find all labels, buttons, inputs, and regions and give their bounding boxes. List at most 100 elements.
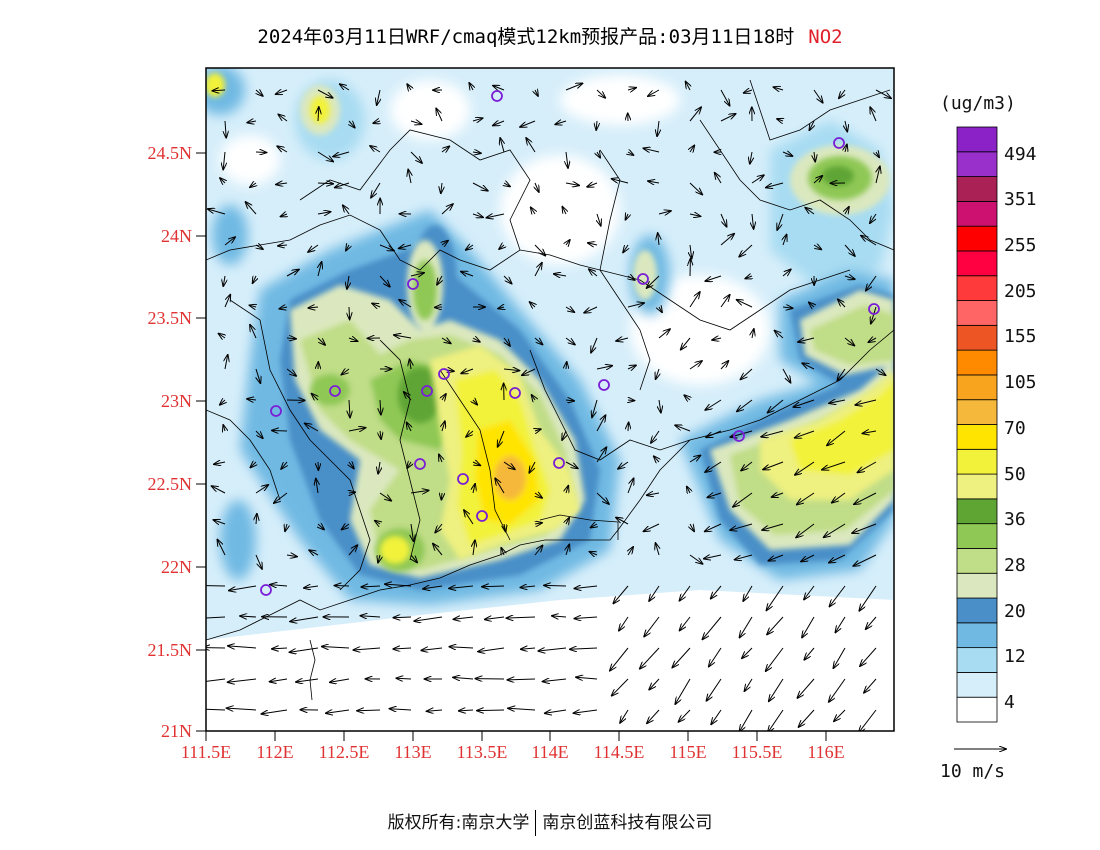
wind-arrow — [247, 121, 257, 123]
wind-arrow — [214, 520, 226, 524]
wind-arrow — [246, 202, 257, 215]
wind-arrow — [706, 430, 722, 437]
wind-arrow — [439, 455, 442, 463]
wind-arrow — [535, 493, 542, 498]
wind-arrow — [342, 369, 350, 375]
wind-arrow — [833, 647, 846, 668]
lat-label: 24N — [161, 226, 192, 246]
colorbar-swatch — [956, 672, 998, 698]
wind-arrow — [380, 399, 381, 415]
wind-arrow — [689, 107, 701, 122]
wind-arrow — [868, 338, 877, 342]
wind-arrow — [741, 461, 753, 471]
wind-arrow — [616, 338, 629, 341]
wind-arrow — [270, 679, 288, 682]
colorbar-swatch — [956, 300, 998, 326]
wind-arrow — [436, 109, 443, 122]
wind-arrow — [435, 523, 443, 533]
wind-arrow — [286, 368, 296, 376]
wind-arrow — [312, 394, 318, 400]
wind-arrow — [473, 338, 480, 342]
wind-arrow — [861, 236, 877, 246]
city-marker — [414, 458, 426, 470]
wind-arrow — [228, 679, 257, 682]
wind-arrow — [520, 120, 536, 127]
wind-arrow — [649, 678, 660, 690]
wind-arrow — [801, 554, 815, 562]
wind-arrow — [591, 524, 597, 528]
wind-arrow — [330, 679, 350, 682]
wind-arrow — [709, 647, 722, 667]
wind-arrow — [316, 479, 318, 494]
colorbar-label: 36 — [1004, 509, 1026, 530]
wind-arrow — [689, 554, 703, 564]
lon-label: 114.5E — [594, 742, 645, 762]
wind-arrow — [689, 182, 702, 195]
wind-arrow — [534, 244, 545, 256]
wind-arrow — [250, 183, 256, 187]
wind-arrow — [371, 182, 381, 198]
wind-arrow — [616, 518, 629, 525]
wind-arrow — [824, 523, 846, 537]
wind-arrow — [768, 399, 784, 413]
wind-arrow — [532, 395, 535, 400]
wind-arrow — [782, 307, 793, 308]
wind-arrow — [647, 493, 660, 495]
coastline-borders — [206, 79, 894, 701]
wind-arrow — [410, 121, 422, 124]
wind-arrow — [626, 214, 629, 220]
wind-arrow — [739, 244, 753, 257]
wind-arrow — [396, 678, 412, 679]
wind-arrow — [534, 263, 542, 277]
wind-arrow — [220, 178, 225, 183]
colorbar-label: 4 — [1004, 692, 1015, 713]
wind-arrow — [427, 710, 443, 711]
wind-arrow — [535, 90, 538, 96]
wind-arrow — [346, 245, 349, 251]
wind-arrow — [565, 83, 582, 91]
lat-label: 23.5N — [148, 308, 193, 328]
wind-arrow — [220, 400, 225, 405]
wind-arrow — [498, 430, 505, 447]
wind-arrow — [543, 679, 567, 682]
wind-arrow — [410, 273, 424, 276]
wind-arrow — [777, 213, 784, 230]
wind-arrow — [504, 183, 510, 186]
wind-arrow — [256, 245, 263, 249]
wind-arrow — [228, 646, 257, 648]
wind-arrow — [860, 647, 877, 666]
wind-arrow — [711, 709, 722, 724]
wind-arrow — [348, 428, 365, 431]
colorbar-swatch — [956, 424, 998, 450]
wind-arrow — [675, 425, 691, 432]
wind-arrow — [623, 244, 628, 252]
wind-arrow — [347, 275, 349, 289]
wind-arrow — [802, 616, 815, 638]
wind-arrow — [472, 182, 488, 191]
wind-arrow — [845, 145, 847, 152]
wind-arrow — [206, 585, 226, 587]
colorbar-swatch — [956, 572, 998, 599]
wind-arrow — [379, 275, 390, 287]
wind-arrow — [708, 493, 722, 497]
title-species: NO2 — [808, 26, 843, 48]
wind-arrow — [473, 484, 475, 494]
wind-arrow — [644, 523, 660, 531]
wind-arrow — [206, 616, 226, 619]
wind-arrow — [654, 456, 659, 462]
wind-arrow — [410, 151, 422, 163]
wind-arrow — [276, 183, 288, 185]
colorbar-label: 255 — [1004, 235, 1037, 256]
wind-arrow — [804, 647, 815, 660]
wind-arrow — [587, 183, 598, 187]
city-marker — [733, 430, 745, 442]
wind-arrow — [441, 146, 449, 152]
wind-arrow — [449, 586, 474, 588]
wind-arrow — [380, 430, 381, 439]
wind-arrow — [844, 244, 855, 256]
wind-arrow — [308, 244, 319, 252]
wind-arrow — [394, 335, 412, 338]
wind-arrow — [503, 369, 519, 371]
wind-arrow — [651, 430, 660, 443]
wind-arrow — [845, 120, 847, 132]
